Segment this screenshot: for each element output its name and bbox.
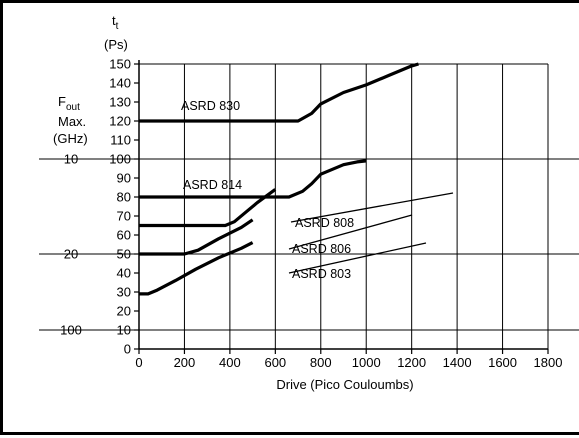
x-tick-label: 0 — [135, 355, 142, 370]
x-axis-label: Drive (Pico Couloumbs) — [276, 377, 413, 392]
series-line — [139, 189, 275, 225]
y-tick-label: 100 — [109, 152, 131, 167]
y-tick-label: 120 — [109, 114, 131, 129]
series-label: ASRD 808 — [295, 216, 354, 230]
y-axis-unit: (Ps) — [104, 37, 128, 52]
y-tick-label: 30 — [117, 285, 131, 300]
series-label: ASRD 803 — [292, 267, 351, 281]
x-tick-label: 800 — [310, 355, 332, 370]
series-label: ASRD 830 — [181, 99, 240, 113]
x-tick-label: 1800 — [534, 355, 563, 370]
series-label: ASRD 806 — [292, 242, 351, 256]
y-tick-label: 70 — [117, 209, 131, 224]
x-tick-label: 1000 — [352, 355, 381, 370]
fout-title-line3: (GHz) — [53, 131, 88, 146]
fout-title-line1: Fout — [58, 94, 80, 113]
y-tick-label: 150 — [109, 57, 131, 72]
fout-tick-label: 100 — [60, 323, 82, 338]
y-tick-label: 60 — [117, 228, 131, 243]
y-tick-label: 20 — [117, 304, 131, 319]
series-group: ASRD 830 ASRD 814 ASRD 808 ASRD 806 ASRD 803 — [139, 64, 453, 294]
y-tick-label: 10 — [117, 323, 131, 338]
x-tick-label: 400 — [219, 355, 241, 370]
y-tick-label: 140 — [109, 76, 131, 91]
fout-title-line2: Max. — [58, 114, 86, 129]
x-tick-label: 600 — [264, 355, 286, 370]
y-tick-label: 110 — [110, 133, 131, 148]
y-tick-label: 80 — [117, 190, 131, 205]
x-tick-label: 1600 — [488, 355, 517, 370]
y-tick-label: 40 — [117, 266, 131, 281]
series-label: ASRD 814 — [183, 178, 242, 192]
fout-tick-label: 10 — [64, 152, 78, 167]
y-axis-symbol-sub: t — [116, 21, 119, 32]
x-tick-label: 1200 — [397, 355, 426, 370]
chart-svg: ASRD 830 ASRD 814 ASRD 808 ASRD 806 ASRD 803… — [3, 3, 579, 438]
y-tick-label: 50 — [117, 247, 131, 262]
series-line — [139, 161, 366, 197]
axes: 0 10 20 30 40 50 60 70 80 90 100 110 120 130 140 150 0 20… — [60, 57, 562, 371]
fout-tick-label: 20 — [64, 247, 78, 262]
x-tick-label: 200 — [174, 355, 196, 370]
y-axis-symbol: tt — [112, 13, 119, 32]
x-tick-label: 1400 — [443, 355, 472, 370]
y-tick-label: 90 — [117, 171, 131, 186]
y-tick-label: 130 — [109, 95, 131, 110]
y-tick-label: 0 — [124, 342, 131, 357]
